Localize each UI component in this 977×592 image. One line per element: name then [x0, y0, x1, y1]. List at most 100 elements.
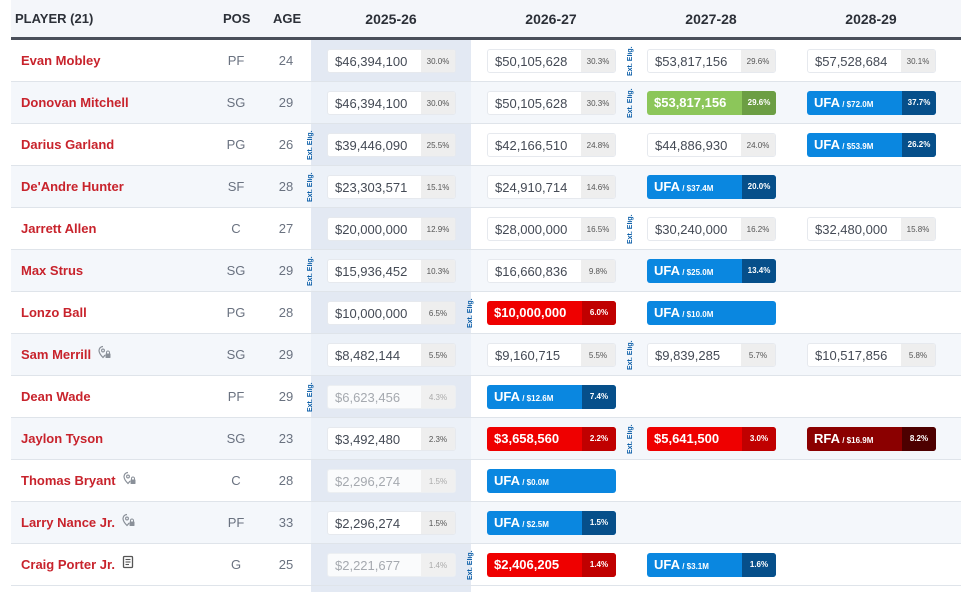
salary-cell-2025-26[interactable]: $39,446,090 25.5% [327, 133, 456, 157]
season-header-2025-26[interactable]: 2025-26 [365, 11, 417, 27]
salary-cell-2026-27[interactable]: UFA / $2.5M 1.5% [487, 511, 616, 535]
cap-percentage: 24.8% [581, 134, 615, 156]
player-column-header[interactable]: PLAYER (21) [15, 11, 94, 26]
free-agency-value: / $72.0M [840, 100, 874, 109]
salary-cell-2025-26[interactable]: $8,482,144 5.5% [327, 343, 456, 367]
salary-cell-2025-26[interactable]: $2,296,274 1.5% [327, 469, 456, 493]
salary-cell-2026-27[interactable]: $28,000,000 16.5% [487, 217, 616, 241]
trade-restriction-icon[interactable] [97, 334, 111, 376]
salary-cell-2027-28[interactable]: UFA / $37.4M 20.0% [647, 175, 776, 199]
player-name[interactable]: Jaylon Tyson [21, 431, 104, 446]
trade-restriction-icon[interactable] [122, 460, 136, 502]
player-age: 29 [278, 263, 294, 278]
salary-cell-2028-29[interactable]: RFA / $16.9M 8.2% [807, 427, 936, 451]
salary-amount: $32,480,000 [815, 222, 888, 237]
salary-cell-2025-26[interactable]: $15,936,452 10.3% [327, 259, 456, 283]
player-name-link[interactable]: Sam Merrill [21, 334, 111, 376]
contract-document-icon[interactable] [121, 544, 135, 586]
player-name-link[interactable]: Jaylon Tyson [21, 418, 103, 460]
player-name-link[interactable]: Thomas Bryant [21, 460, 136, 502]
cap-percentage: 10.3% [421, 260, 455, 282]
player-name-link[interactable]: De'Andre Hunter [21, 166, 124, 208]
salary-cell-2026-27[interactable]: $50,105,628 30.3% [487, 91, 616, 115]
salary-cell-2026-27[interactable]: UFA / $0.0M [487, 469, 616, 493]
salary-cell-2026-27[interactable]: $10,000,000 6.0% [487, 301, 616, 325]
player-name-link[interactable]: Larry Nance Jr. [21, 502, 135, 544]
season-header-2026-27[interactable]: 2026-27 [525, 11, 577, 27]
season-header-2027-28[interactable]: 2027-28 [685, 11, 737, 27]
player-position: SG [226, 263, 246, 278]
player-age: 28 [278, 473, 294, 488]
salary-cell-2027-28[interactable]: $5,641,500 3.0% [647, 427, 776, 451]
salary-cell-2028-29[interactable]: $57,528,684 30.1% [807, 49, 936, 73]
player-position: C [231, 473, 241, 488]
player-name-link[interactable]: Donovan Mitchell [21, 82, 129, 124]
pos-column-header[interactable]: POS [223, 11, 251, 26]
player-name[interactable]: Craig Porter Jr. [21, 557, 115, 572]
salary-cell-2027-28[interactable]: UFA / $10.0M [647, 301, 776, 325]
salary-cell-2025-26[interactable]: $46,394,100 30.0% [327, 49, 456, 73]
salary-cell-2025-26[interactable]: $2,296,274 1.5% [327, 511, 456, 535]
player-name[interactable]: Sam Merrill [21, 347, 92, 362]
salary-cell-2025-26[interactable]: $46,394,100 30.0% [327, 91, 456, 115]
player-name-link[interactable]: Craig Porter Jr. [21, 544, 135, 586]
salary-cell-2026-27[interactable]: $42,166,510 24.8% [487, 133, 616, 157]
salary-amount: $46,394,100 [335, 96, 408, 111]
player-name-link[interactable]: Darius Garland [21, 124, 114, 166]
salary-cell-2025-26[interactable]: $3,492,480 2.3% [327, 427, 456, 451]
cap-percentage: 5.5% [421, 344, 455, 366]
salary-cell-2025-26[interactable]: $6,623,456 4.3% [327, 385, 456, 409]
player-age: 25 [278, 557, 294, 572]
salary-cell-2025-26[interactable]: $20,000,000 12.9% [327, 217, 456, 241]
salary-cell-2025-26[interactable]: $2,221,677 1.4% [327, 553, 456, 577]
table-row: Max Strus SG 29 Ext. Elig. $15,936,452 10.3% $… [11, 250, 961, 292]
cap-percentage: 4.3% [421, 386, 455, 408]
salary-cell-2027-28[interactable]: $53,817,156 29.6% [647, 91, 776, 115]
salary-cell-2027-28[interactable]: $9,839,285 5.7% [647, 343, 776, 367]
player-name[interactable]: Dean Wade [21, 389, 91, 404]
free-agency-value: / $25.0M [680, 268, 714, 277]
player-name[interactable]: Donovan Mitchell [21, 95, 129, 110]
salary-cell-2025-26[interactable]: $23,303,571 15.1% [327, 175, 456, 199]
salary-cell-2026-27[interactable]: $9,160,715 5.5% [487, 343, 616, 367]
player-name[interactable]: Darius Garland [21, 137, 115, 152]
age-column-header[interactable]: AGE [273, 11, 302, 26]
salary-amount: $2,221,677 [335, 558, 401, 573]
cap-percentage: 16.2% [741, 218, 775, 240]
player-name[interactable]: De'Andre Hunter [21, 179, 124, 194]
player-name-link[interactable]: Dean Wade [21, 376, 91, 418]
player-name-link[interactable]: Evan Mobley [21, 40, 100, 82]
season-header-2028-29[interactable]: 2028-29 [845, 11, 897, 27]
free-agency-value: / $12.6M [520, 394, 554, 403]
salary-cell-2026-27[interactable]: $16,660,836 9.8% [487, 259, 616, 283]
trade-restriction-icon[interactable] [121, 502, 135, 544]
salary-cell-2026-27[interactable]: UFA / $12.6M 7.4% [487, 385, 616, 409]
player-name-link[interactable]: Max Strus [21, 250, 83, 292]
salary-cell-2027-28[interactable]: $30,240,000 16.2% [647, 217, 776, 241]
player-name-link[interactable]: Jarrett Allen [21, 208, 96, 250]
salary-cell-2025-26[interactable]: $10,000,000 6.5% [327, 301, 456, 325]
salary-cell-2027-28[interactable]: UFA / $25.0M 13.4% [647, 259, 776, 283]
player-name[interactable]: Evan Mobley [21, 53, 101, 68]
salary-cell-2028-29[interactable]: UFA / $53.9M 26.2% [807, 133, 936, 157]
salary-cell-2027-28[interactable]: $53,817,156 29.6% [647, 49, 776, 73]
salary-cell-2028-29[interactable]: $10,517,856 5.8% [807, 343, 936, 367]
player-name[interactable]: Lonzo Ball [21, 305, 87, 320]
salary-amount: $2,406,205 [494, 557, 560, 572]
salary-cell-2028-29[interactable]: $32,480,000 15.8% [807, 217, 936, 241]
salary-cell-2027-28[interactable]: $44,886,930 24.0% [647, 133, 776, 157]
salary-cell-2027-28[interactable]: UFA / $3.1M 1.6% [647, 553, 776, 577]
player-name[interactable]: Thomas Bryant [21, 473, 116, 488]
salary-cell-2028-29[interactable]: UFA / $72.0M 37.7% [807, 91, 936, 115]
salary-cell-2026-27[interactable]: $24,910,714 14.6% [487, 175, 616, 199]
player-name[interactable]: Larry Nance Jr. [21, 515, 115, 530]
salary-cell-2026-27[interactable]: $50,105,628 30.3% [487, 49, 616, 73]
player-name-link[interactable]: Lonzo Ball [21, 292, 87, 334]
salary-cell-2026-27[interactable]: $2,406,205 1.4% [487, 553, 616, 577]
cap-percentage: 7.4% [582, 385, 616, 409]
player-position: SF [227, 179, 245, 194]
player-name[interactable]: Max Strus [21, 263, 84, 278]
player-name[interactable]: Jarrett Allen [21, 221, 97, 236]
salary-cell-2026-27[interactable]: $3,658,560 2.2% [487, 427, 616, 451]
table-header: PLAYER (21) POS AGE 2025-26 2026-27 2027… [11, 0, 961, 40]
